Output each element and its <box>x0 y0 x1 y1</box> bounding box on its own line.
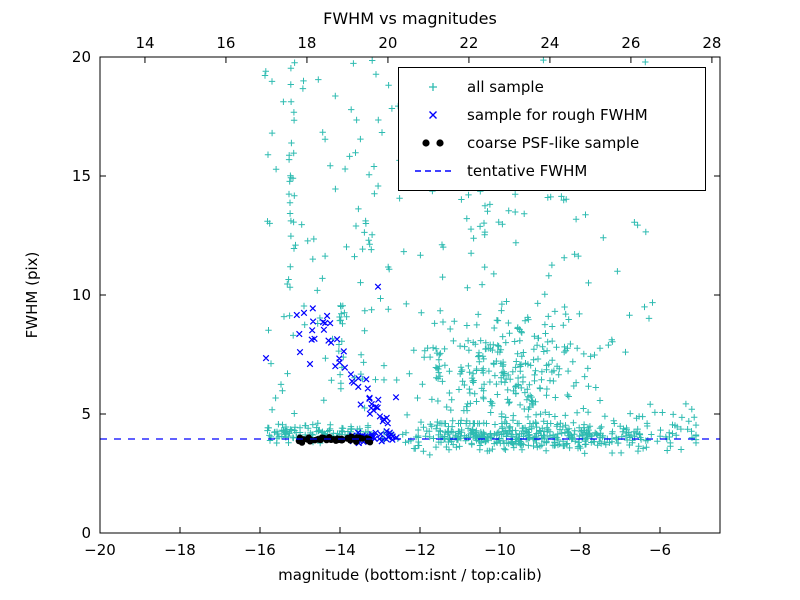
svg-text:15: 15 <box>72 167 91 185</box>
plus-marker-icon <box>429 83 437 91</box>
dashed-line-icon <box>415 170 453 172</box>
svg-text:−20: −20 <box>84 541 116 559</box>
y-axis-label: FWHM (pix) <box>23 251 41 339</box>
svg-text:−12: −12 <box>404 541 436 559</box>
legend-label-rough-fwhm: sample for rough FWHM <box>467 106 648 124</box>
legend-label-tentative-fwhm: tentative FWHM <box>467 162 588 180</box>
legend-item-tentative-fwhm: tentative FWHM <box>411 159 697 183</box>
svg-text:−8: −8 <box>569 541 591 559</box>
dot-marker-icon <box>422 139 444 147</box>
svg-text:0: 0 <box>81 524 91 542</box>
svg-text:−16: −16 <box>244 541 276 559</box>
svg-text:−14: −14 <box>324 541 356 559</box>
legend-item-rough-fwhm: sample for rough FWHM <box>411 103 697 127</box>
svg-text:10: 10 <box>72 286 91 304</box>
svg-text:16: 16 <box>216 34 235 52</box>
axis-ticks <box>99 56 720 534</box>
svg-text:22: 22 <box>459 34 478 52</box>
svg-text:20: 20 <box>378 34 397 52</box>
svg-text:28: 28 <box>702 34 721 52</box>
svg-text:24: 24 <box>540 34 559 52</box>
x-axis-label: magnitude (bottom:isnt / top:calib) <box>278 566 542 584</box>
svg-text:−10: −10 <box>484 541 516 559</box>
svg-text:14: 14 <box>135 34 154 52</box>
tick-labels: −20 −18 −16 −14 −12 −10 −8 −6 14 16 18 20 22 24 26 28 0 5… <box>72 34 722 559</box>
series-coarse-PSF-like-sample <box>295 433 374 446</box>
legend-label-psf-sample: coarse PSF-like sample <box>467 134 640 152</box>
legend-item-psf-sample: coarse PSF-like sample <box>411 131 697 155</box>
x-marker-icon <box>429 111 437 119</box>
legend-item-all-sample: all sample <box>411 75 697 99</box>
svg-text:−6: −6 <box>649 541 671 559</box>
chart-title: FWHM vs magnitudes <box>323 9 497 28</box>
svg-text:5: 5 <box>81 405 91 423</box>
series-sample-for-rough-FWHM <box>262 283 400 447</box>
legend-label-all-sample: all sample <box>467 78 544 96</box>
svg-text:−18: −18 <box>164 541 196 559</box>
svg-text:26: 26 <box>621 34 640 52</box>
legend: all sample sample for rough FWHM coarse … <box>398 67 706 191</box>
svg-text:18: 18 <box>297 34 316 52</box>
svg-text:20: 20 <box>72 48 91 66</box>
